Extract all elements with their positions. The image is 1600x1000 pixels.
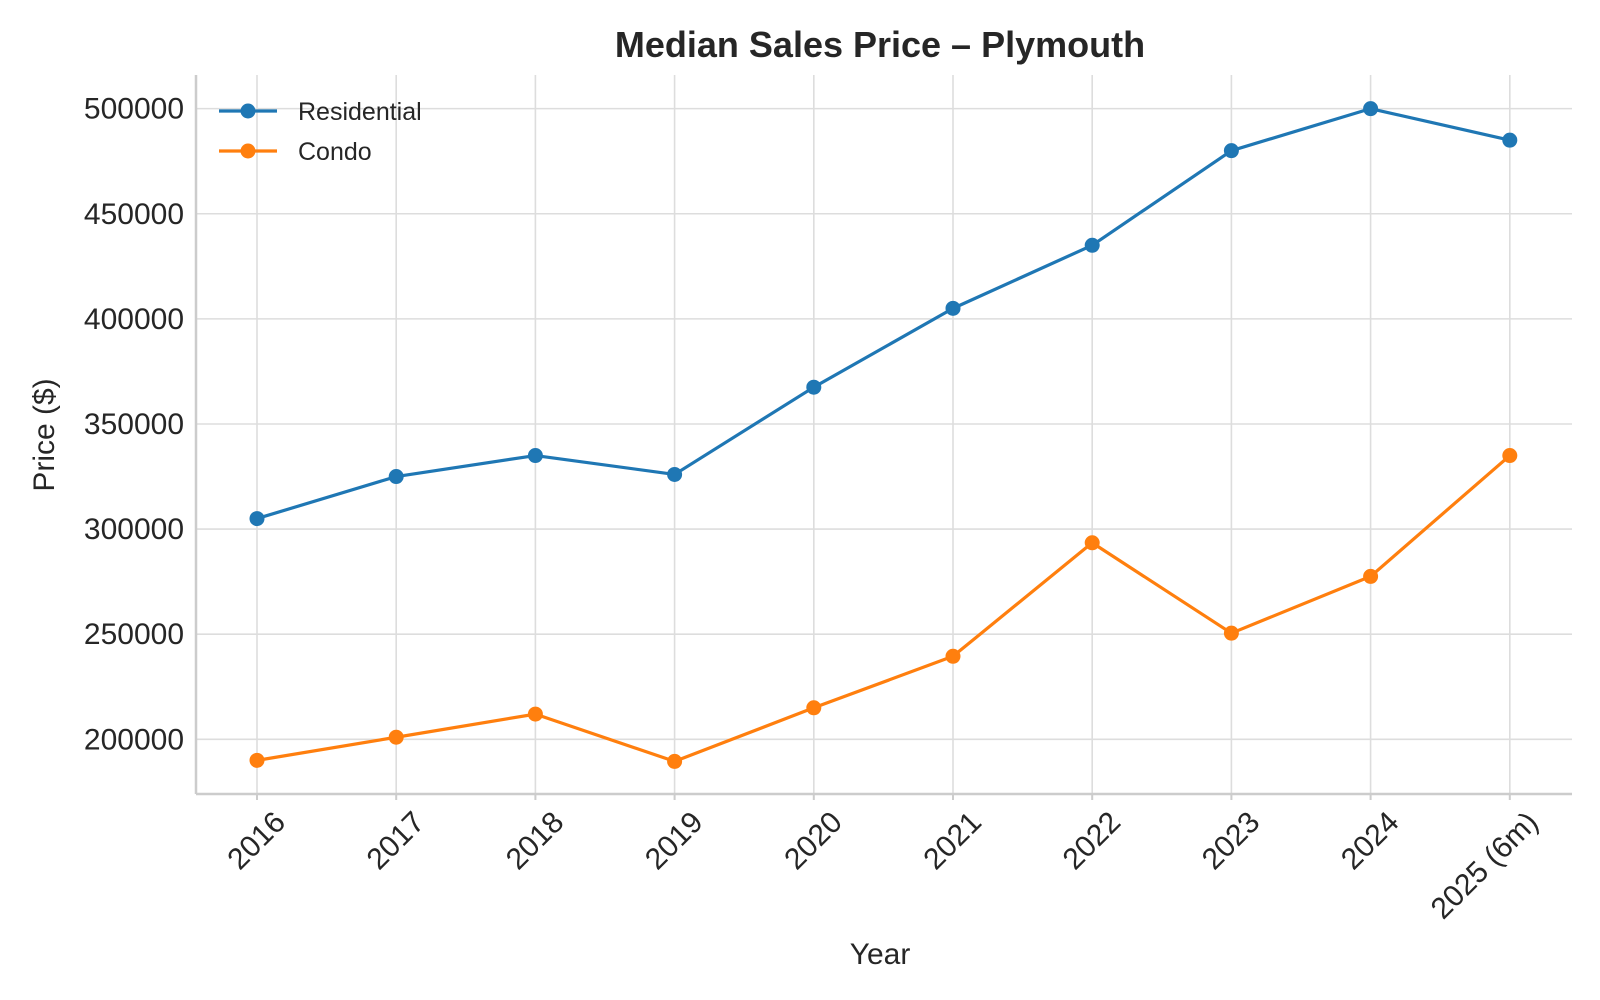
condo-point	[1223, 625, 1239, 641]
x-tick-label: 2024	[1335, 806, 1406, 877]
residential-point	[1084, 237, 1100, 253]
y-tick-label: 400000	[84, 303, 184, 336]
condo-point	[388, 729, 404, 745]
x-tick-label: 2020	[778, 806, 849, 877]
y-tick-label: 500000	[84, 93, 184, 126]
legend: Residential Condo	[219, 98, 422, 166]
x-tick-label: 2018	[500, 806, 571, 877]
x-tick-label: 2016	[221, 806, 292, 877]
x-tick-label: 2023	[1196, 806, 1267, 877]
residential-point	[806, 379, 822, 395]
legend-label: Residential	[298, 98, 422, 126]
x-axis-label: Year	[850, 938, 911, 971]
axes	[194, 75, 1572, 800]
residential-point	[527, 448, 543, 464]
series-residential	[249, 101, 1518, 527]
chart-title: Median Sales Price – Plymouth	[615, 24, 1145, 65]
x-tick-label: 2025 (6m)	[1425, 806, 1545, 926]
legend-item-residential: Residential	[219, 98, 422, 126]
condo-point	[527, 706, 543, 722]
condo-point	[249, 752, 265, 768]
legend-swatch-marker	[240, 143, 256, 159]
residential-point	[945, 300, 961, 316]
condo-line	[255, 453, 1512, 764]
y-tick-label: 250000	[84, 618, 184, 651]
condo-point	[1363, 568, 1379, 584]
residential-point	[388, 469, 404, 485]
condo-point	[945, 648, 961, 664]
y-tick-label: 200000	[84, 723, 184, 756]
residential-line	[255, 107, 1512, 521]
condo-point	[1502, 448, 1518, 464]
series-layer	[249, 101, 1518, 769]
grid	[196, 75, 1572, 794]
condo-point	[806, 700, 822, 716]
x-tick-label: 2019	[639, 806, 710, 877]
series-condo	[249, 448, 1518, 769]
y-tick-label: 350000	[84, 408, 184, 441]
x-tick-label: 2022	[1057, 806, 1128, 877]
residential-point	[667, 466, 683, 482]
condo-point	[667, 753, 683, 769]
x-tick-label: 2021	[917, 806, 988, 877]
residential-point	[1363, 101, 1379, 117]
residential-point	[1502, 132, 1518, 148]
x-tick-label: 2017	[361, 806, 432, 877]
residential-point	[249, 511, 265, 527]
legend-swatch-marker	[240, 103, 256, 119]
residential-point	[1223, 143, 1239, 159]
legend-label: Condo	[298, 138, 372, 166]
condo-point	[1084, 535, 1100, 551]
y-axis-label: Price ($)	[28, 378, 61, 491]
y-tick-label: 450000	[84, 198, 184, 231]
y-tick-label: 300000	[84, 513, 184, 546]
legend-item-condo: Condo	[219, 138, 372, 166]
